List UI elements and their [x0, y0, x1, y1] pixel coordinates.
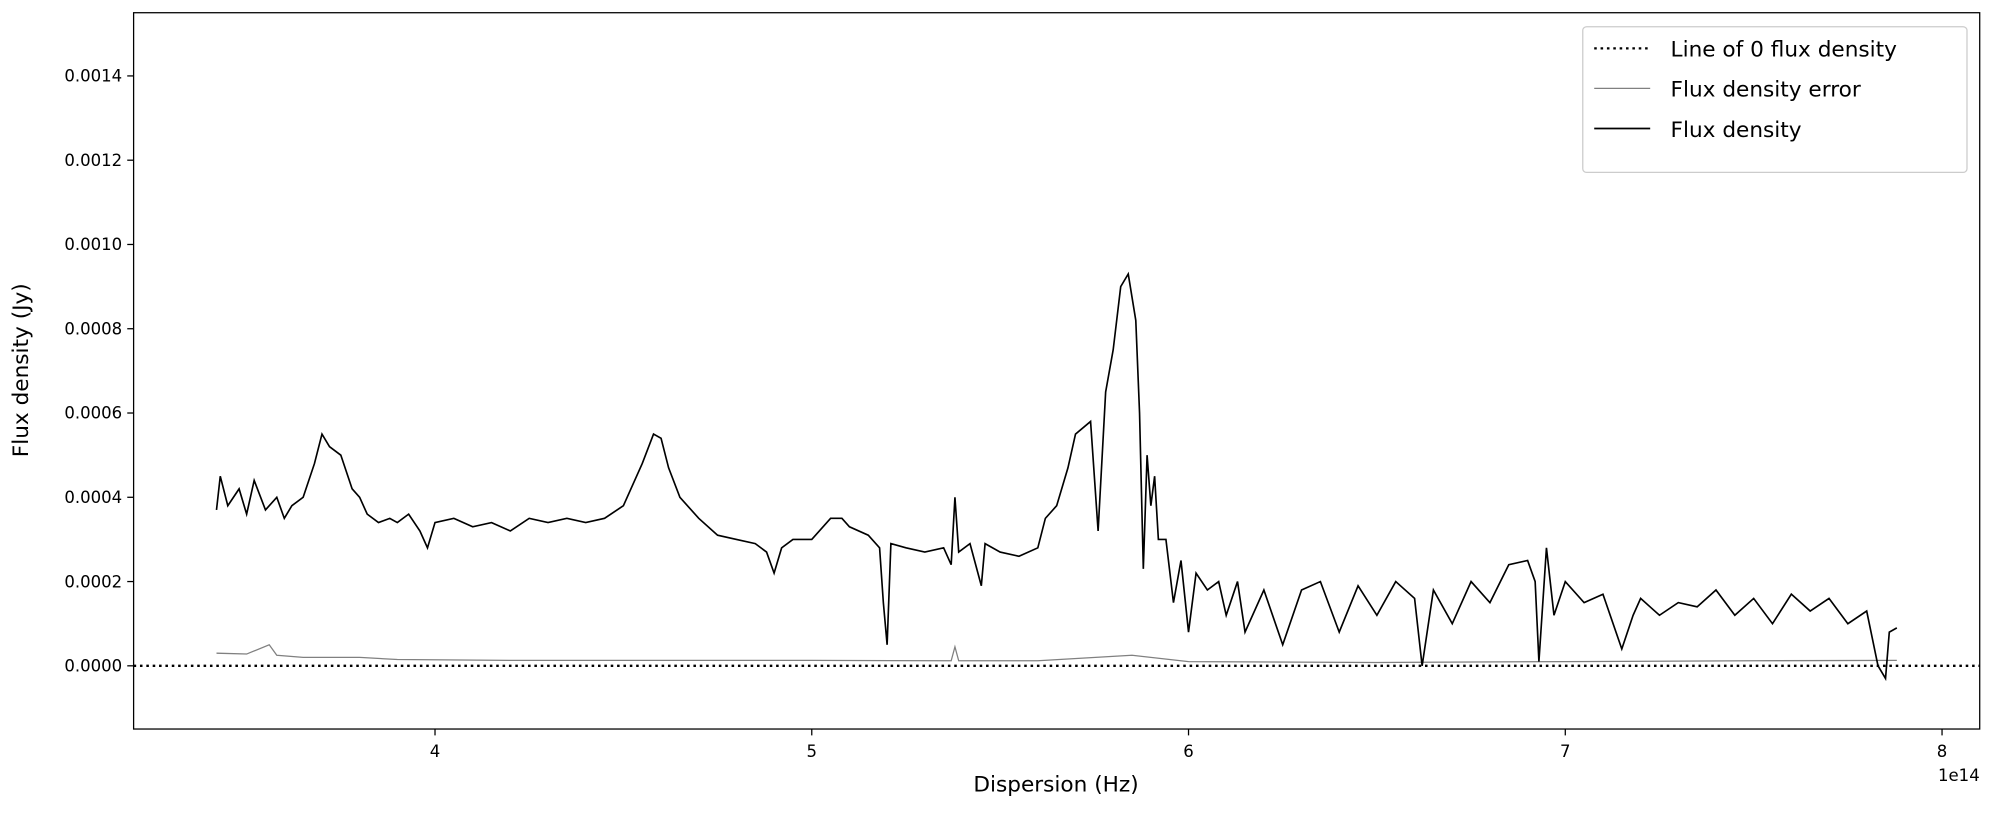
y-tick-label: 0.0004 [64, 488, 122, 507]
x-tick-label: 5 [807, 742, 818, 761]
data-line [215, 271, 1898, 682]
legend-label: Flux density [1671, 118, 1802, 143]
y-tick-label: 0.0014 [64, 67, 122, 86]
x-tick-label: 8 [1937, 742, 1948, 761]
legend-label: Line of 0 flux density [1671, 38, 1898, 63]
y-tick-label: 0.0008 [64, 319, 122, 338]
legend-label: Flux density error [1671, 78, 1861, 103]
x-tick-label: 4 [430, 742, 441, 761]
x-axis-label: Dispersion (Hz) [973, 772, 1138, 797]
y-axis-label: Flux density (Jy) [9, 283, 34, 457]
y-tick-label: 0.0012 [64, 151, 122, 170]
plot-frame [132, 12, 1981, 730]
legend-box [1582, 26, 1968, 174]
x-tick-label: 6 [1183, 742, 1194, 761]
x-offset-label: 1e14 [1938, 766, 1980, 785]
x-tick-label: 7 [1560, 742, 1571, 761]
y-tick-label: 0.0006 [64, 404, 122, 423]
data-line [216, 643, 1897, 664]
y-tick-label: 0.0010 [64, 235, 122, 254]
y-tick-label: 0.0002 [64, 572, 122, 591]
y-tick-label: 0.0000 [64, 657, 122, 676]
